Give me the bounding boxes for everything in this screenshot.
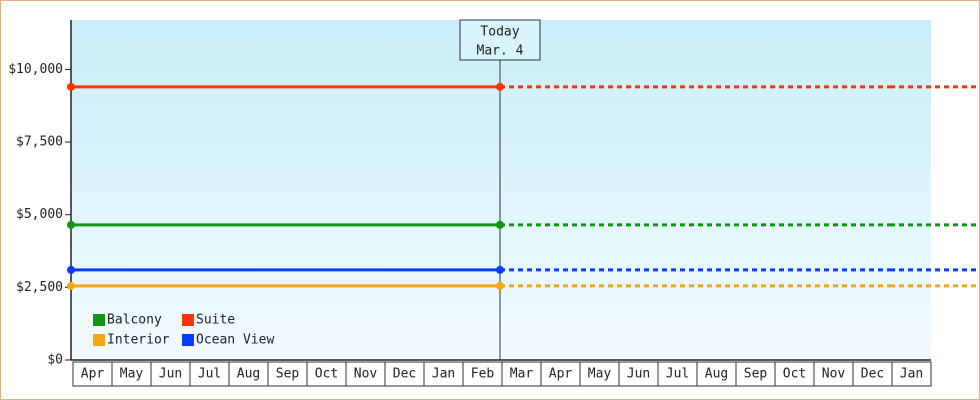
x-tick-cell	[150, 361, 191, 387]
y-tick-label: $2,500	[16, 280, 63, 295]
x-tick-label: Jul	[666, 367, 689, 382]
x-tick-label: Dec	[861, 367, 884, 382]
today-title: Today	[480, 25, 519, 40]
x-tick-label: Jun	[159, 367, 182, 382]
x-tick-label: Oct	[783, 367, 806, 382]
y-tick-label: $0	[47, 353, 63, 368]
x-tick-label: Sep	[744, 367, 768, 382]
today-box	[459, 19, 541, 61]
x-tick-cell	[111, 361, 152, 387]
x-tick-label: Apr	[81, 367, 105, 382]
y-tick-label: $7,500	[16, 135, 63, 150]
legend-swatch	[93, 314, 105, 326]
x-tick-cell	[72, 361, 113, 387]
y-tick-label: $10,000	[8, 62, 63, 77]
legend-swatch	[182, 334, 194, 346]
legend-swatch	[93, 334, 105, 346]
point	[496, 82, 504, 91]
x-tick-label: Apr	[549, 367, 573, 382]
point	[496, 265, 504, 274]
today-date: Mar. 4	[477, 44, 524, 59]
point	[67, 281, 75, 290]
legend-label: Ocean View	[196, 333, 274, 348]
x-tick-label: Jan	[900, 367, 923, 382]
x-tick-label: Feb	[471, 367, 495, 382]
x-tick-cell	[891, 361, 932, 387]
plot-area	[71, 20, 931, 360]
x-tick-label: Sep	[276, 367, 300, 382]
x-tick-label: Jun	[627, 367, 650, 382]
x-tick-label: May	[120, 367, 144, 382]
point	[496, 220, 504, 229]
x-tick-label: Dec	[393, 367, 416, 382]
x-tick-label: Oct	[315, 367, 338, 382]
point	[67, 265, 75, 274]
legend-label: Balcony	[107, 313, 162, 328]
point	[67, 82, 75, 91]
y-tick-label: $5,000	[16, 207, 63, 222]
legend-label: Interior	[107, 333, 170, 348]
x-tick-cell	[618, 361, 659, 387]
x-tick-label: May	[588, 367, 612, 382]
x-tick-label: Aug	[705, 367, 728, 382]
point	[67, 220, 75, 229]
x-tick-label: Aug	[237, 367, 260, 382]
x-tick-cell	[345, 361, 386, 387]
x-tick-label: Jan	[432, 367, 455, 382]
x-tick-cell	[813, 361, 854, 387]
x-tick-label: Nov	[822, 367, 846, 382]
legend-swatch	[182, 314, 194, 326]
x-tick-cell	[423, 361, 464, 387]
x-tick-cell	[657, 361, 698, 387]
x-tick-label: Nov	[354, 367, 378, 382]
x-tick-label: Mar	[510, 367, 534, 382]
x-tick-cell	[852, 361, 893, 387]
x-tick-cell	[540, 361, 581, 387]
x-tick-cell	[501, 361, 542, 387]
legend-label: Suite	[196, 313, 235, 328]
point	[496, 281, 504, 290]
x-tick-cell	[189, 361, 230, 387]
x-tick-cell	[774, 361, 815, 387]
x-tick-cell	[735, 361, 776, 387]
x-tick-cell	[228, 361, 269, 387]
x-tick-label: Jul	[198, 367, 221, 382]
